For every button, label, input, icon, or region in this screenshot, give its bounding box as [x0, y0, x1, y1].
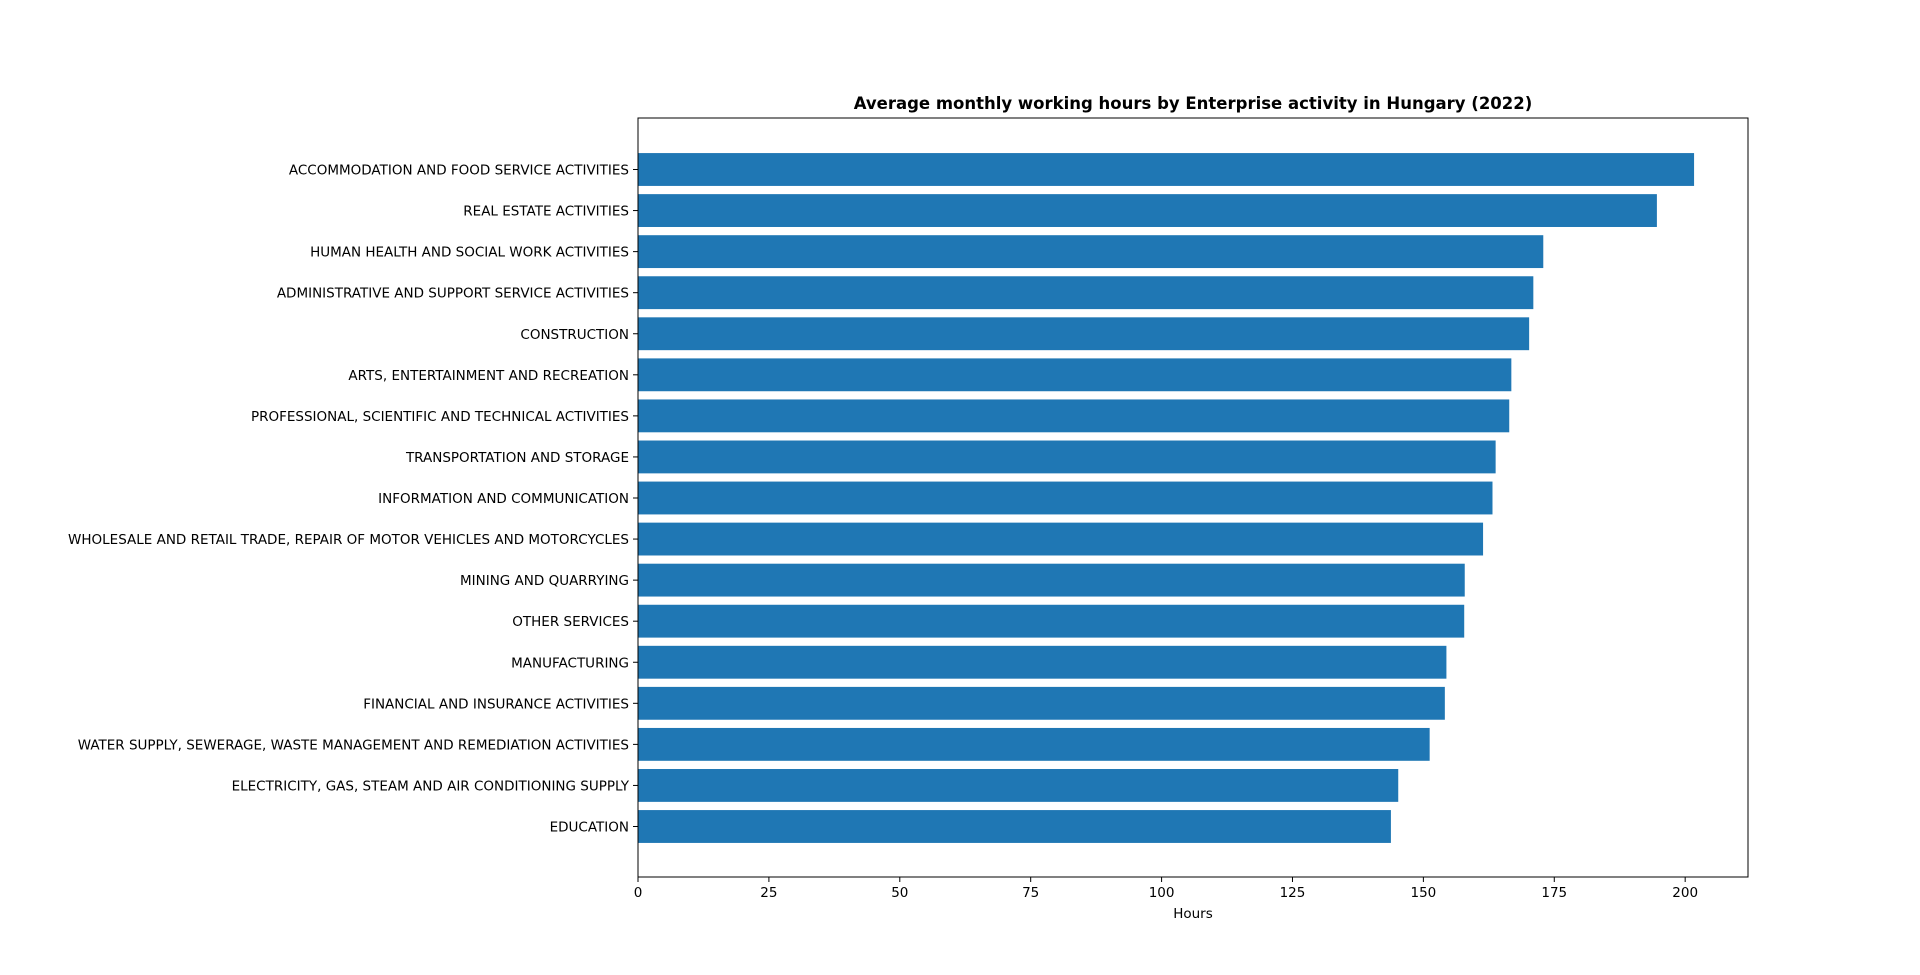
- x-tick-label: 75: [1022, 885, 1039, 901]
- chart-title: Average monthly working hours by Enterpr…: [854, 94, 1533, 113]
- category-label: PROFESSIONAL, SCIENTIFIC AND TECHNICAL A…: [251, 409, 629, 425]
- bar: [638, 522, 1484, 556]
- category-label: CONSTRUCTION: [520, 327, 629, 343]
- bar: [638, 810, 1391, 843]
- bar: [638, 440, 1496, 474]
- bar: [638, 727, 1430, 761]
- x-tick-label: 150: [1410, 885, 1436, 901]
- bar: [638, 153, 1695, 186]
- category-label: ADMINISTRATIVE AND SUPPORT SERVICE ACTIV…: [277, 286, 629, 302]
- x-tick-label: 200: [1672, 885, 1698, 901]
- x-tick-label: 0: [634, 885, 643, 901]
- category-label: WHOLESALE AND RETAIL TRADE, REPAIR OF MO…: [68, 532, 629, 548]
- category-label: MINING AND QUARRYING: [460, 573, 629, 589]
- bar: [638, 399, 1510, 433]
- category-label: ACCOMMODATION AND FOOD SERVICE ACTIVITIE…: [289, 163, 629, 179]
- category-labels: ACCOMMODATION AND FOOD SERVICE ACTIVITIE…: [68, 163, 638, 836]
- category-label: ARTS, ENTERTAINMENT AND RECREATION: [348, 368, 629, 384]
- bar: [638, 235, 1544, 269]
- category-label: TRANSPORTATION AND STORAGE: [405, 450, 629, 466]
- x-axis-label: Hours: [1173, 906, 1213, 922]
- category-label: ELECTRICITY, GAS, STEAM AND AIR CONDITIO…: [232, 778, 630, 794]
- bar: [638, 686, 1445, 720]
- bar: [638, 481, 1493, 515]
- bar: [638, 194, 1657, 227]
- category-label: WATER SUPPLY, SEWERAGE, WASTE MANAGEMENT…: [78, 737, 629, 753]
- bar: [638, 317, 1530, 351]
- x-tick-label: 100: [1149, 885, 1175, 901]
- x-tick-label: 50: [891, 885, 908, 901]
- category-label: REAL ESTATE ACTIVITIES: [463, 204, 629, 220]
- x-tick-label: 175: [1541, 885, 1567, 901]
- plot-frame: [637, 117, 1749, 878]
- category-label: EDUCATION: [550, 820, 629, 836]
- category-label: MANUFACTURING: [511, 655, 629, 671]
- bars-layer: [638, 153, 1695, 843]
- category-label: FINANCIAL AND INSURANCE ACTIVITIES: [363, 696, 629, 712]
- category-label: OTHER SERVICES: [512, 614, 629, 630]
- bar: [638, 604, 1465, 638]
- category-label: HUMAN HEALTH AND SOCIAL WORK ACTIVITIES: [310, 245, 629, 261]
- bar: [638, 358, 1512, 392]
- x-tick-label: 25: [760, 885, 777, 901]
- bar: [638, 645, 1447, 679]
- x-tick-label: 125: [1280, 885, 1306, 901]
- bar: [638, 276, 1534, 310]
- bar: [638, 563, 1465, 597]
- x-axis-ticks: 0 25 50 75 100 125 150 175 200: [634, 877, 1698, 901]
- bar: [638, 769, 1399, 802]
- category-label: INFORMATION AND COMMUNICATION: [378, 491, 629, 507]
